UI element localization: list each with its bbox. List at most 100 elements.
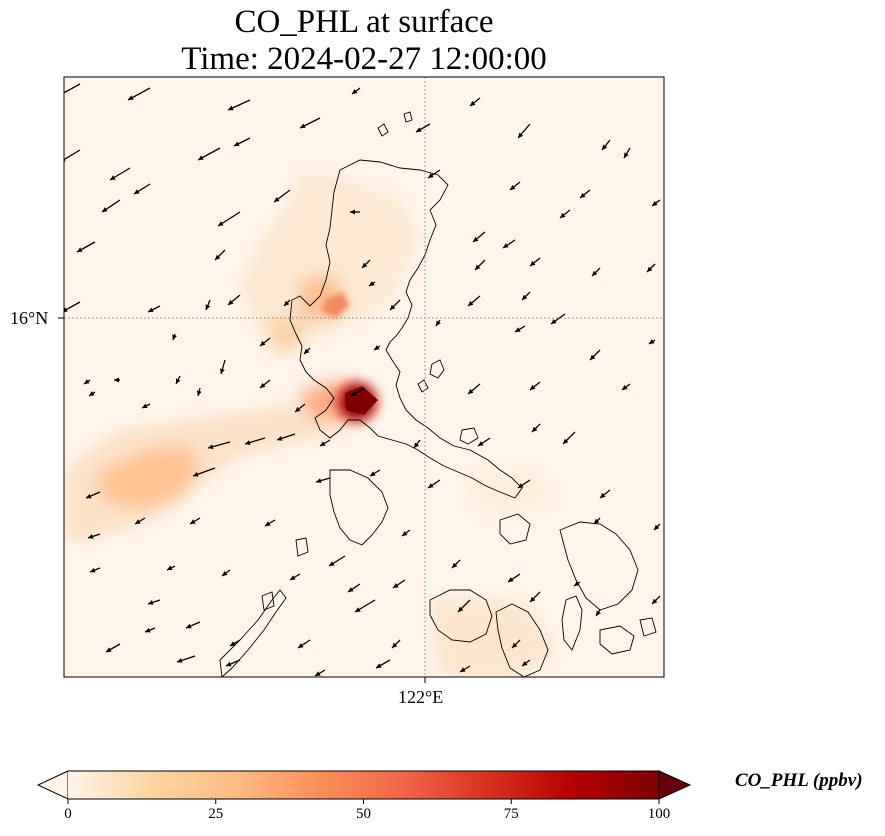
wind-arrow-head bbox=[369, 281, 375, 286]
wind-arrow-head bbox=[84, 379, 90, 384]
wind-arrow-head bbox=[145, 627, 151, 633]
wind-arrow-head bbox=[148, 307, 154, 312]
wind-arrow-head bbox=[522, 294, 528, 300]
wind-arrow-head bbox=[128, 95, 134, 100]
wind-arrow-head bbox=[193, 471, 199, 477]
wind-arrow-head bbox=[351, 391, 357, 396]
wind-arrow-head bbox=[512, 642, 518, 648]
wind-arrow-head bbox=[208, 444, 214, 450]
wind-arrow-head bbox=[290, 575, 296, 580]
wind-arrow-head bbox=[90, 567, 96, 573]
wind-arrow-head bbox=[458, 606, 464, 612]
wind-arrow-head bbox=[102, 207, 108, 212]
wind-arrow-head bbox=[402, 531, 408, 536]
wind-arrow-head bbox=[350, 209, 355, 215]
wind-arrow bbox=[64, 610, 65, 611]
wind-arrow-head bbox=[190, 519, 196, 524]
wind-arrow-head bbox=[304, 348, 310, 354]
wind-arrow-head bbox=[58, 91, 64, 96]
wind-arrow-head bbox=[515, 327, 521, 332]
wind-arrow-head bbox=[142, 403, 148, 408]
wind-arrow-head bbox=[468, 300, 474, 306]
wind-arrow-head bbox=[478, 441, 484, 446]
wind-arrow-head bbox=[329, 561, 335, 566]
wind-arrow-head bbox=[148, 600, 154, 605]
wind-arrow-head bbox=[596, 610, 601, 616]
panay-coastline bbox=[429, 589, 493, 643]
wind-arrow-head bbox=[77, 247, 83, 252]
wind-arrow-head bbox=[460, 667, 466, 672]
wind-arrow-head bbox=[518, 132, 524, 138]
wind-arrow-head bbox=[563, 438, 569, 444]
wind-arrow-head bbox=[551, 319, 557, 324]
wind-arrow-head bbox=[198, 155, 204, 160]
wind-arrow-head bbox=[89, 391, 95, 396]
wind-arrow-head bbox=[574, 581, 580, 586]
wind-arrow-head bbox=[592, 270, 598, 276]
wind-arrow-head bbox=[219, 368, 225, 374]
colorbar bbox=[36, 770, 692, 804]
negros-coastline bbox=[495, 603, 549, 677]
wind-arrow-head bbox=[452, 562, 458, 568]
wind-arrow-head bbox=[652, 598, 658, 604]
wind-arrow-head bbox=[624, 152, 629, 158]
wind-arrow-head bbox=[473, 236, 479, 242]
wind-arrow-head bbox=[176, 378, 181, 384]
wind-arrow-head bbox=[50, 613, 56, 618]
coastlines bbox=[219, 111, 657, 677]
wind-arrow-head bbox=[475, 264, 481, 270]
wind-arrow-head bbox=[622, 385, 628, 390]
wind-arrow-head bbox=[134, 189, 140, 194]
wind-arrow-head bbox=[649, 339, 655, 344]
wind-arrow-head bbox=[260, 382, 266, 388]
wind-arrow-head bbox=[172, 334, 177, 340]
wind-vectors bbox=[50, 83, 661, 677]
colorbar-tick-label: 100 bbox=[647, 806, 671, 822]
luzon-coastline bbox=[289, 159, 523, 499]
wind-arrow-head bbox=[167, 565, 173, 570]
wind-arrow bbox=[64, 149, 81, 161]
colorbar-max-extend bbox=[658, 770, 692, 800]
wind-arrow-head bbox=[228, 105, 234, 111]
wind-arrow-head bbox=[468, 388, 474, 394]
wind-arrow-head bbox=[114, 377, 119, 383]
wind-arrow-head bbox=[652, 201, 658, 206]
wind-arrow-head bbox=[428, 483, 434, 488]
wind-arrow-head bbox=[647, 266, 653, 272]
wind-arrow-head bbox=[414, 442, 419, 448]
wind-arrow-head bbox=[600, 492, 606, 498]
wind-arrow-head bbox=[530, 384, 536, 390]
wind-arrow-head bbox=[602, 144, 608, 150]
wind-arrow-head bbox=[88, 534, 94, 539]
wind-arrow-head bbox=[215, 254, 221, 260]
wind-arrow-head bbox=[532, 426, 538, 432]
colorbar-tick-label: 50 bbox=[356, 806, 371, 822]
wind-arrow-head bbox=[352, 89, 358, 94]
wind-arrow-head bbox=[508, 577, 514, 582]
masbate-coastline bbox=[499, 513, 531, 545]
bohol-coastline bbox=[599, 625, 635, 655]
wind-arrow bbox=[64, 83, 81, 94]
wind-arrow-head bbox=[594, 518, 600, 524]
colorbar-min-extend bbox=[36, 770, 69, 800]
wind-arrow-head bbox=[265, 521, 271, 526]
wind-arrow-head bbox=[64, 307, 68, 312]
mindoro-coastline bbox=[329, 469, 389, 546]
colorbar-label: CO_PHL (ppbv) bbox=[735, 770, 863, 791]
wind-arrow-head bbox=[510, 184, 516, 190]
palawan-coastline bbox=[219, 589, 287, 677]
colorbar-tick-label: 75 bbox=[503, 806, 519, 822]
wind-arrow-head bbox=[177, 658, 183, 663]
wind-arrow-head bbox=[503, 243, 509, 248]
wind-arrow-head bbox=[428, 173, 434, 178]
wind-arrow-head bbox=[590, 354, 596, 360]
wind-arrow-head bbox=[284, 300, 290, 306]
wind-arrow-head bbox=[654, 524, 660, 530]
wind-arrow-head bbox=[436, 320, 441, 326]
wind-arrow-head bbox=[320, 441, 326, 446]
wind-arrow-head bbox=[348, 587, 354, 592]
map-figure bbox=[50, 76, 665, 683]
wind-arrow-head bbox=[530, 260, 536, 266]
wind-arrow-head bbox=[390, 304, 396, 310]
cebu-coastline bbox=[561, 595, 583, 651]
